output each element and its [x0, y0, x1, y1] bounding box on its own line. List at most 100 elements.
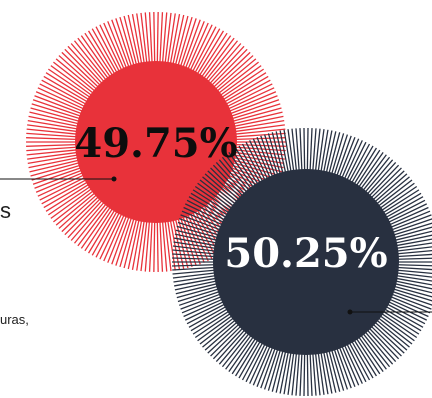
navy-burst-ray [325, 131, 337, 173]
navy-burst-ray [371, 326, 402, 357]
navy-burst-ray [291, 353, 298, 396]
red-burst-ray [127, 14, 140, 64]
navy-burst-ray [395, 283, 432, 294]
red-burst-ray [218, 61, 259, 94]
red-burst-ray [32, 99, 81, 117]
navy-burst-ray [314, 353, 321, 396]
navy-burst-ray [192, 310, 229, 335]
navy-burst-ray [333, 349, 349, 390]
red-burst-ray [32, 167, 81, 185]
navy-burst-ray [396, 238, 432, 247]
navy-burst-ray [395, 280, 432, 290]
red-burst-ray [41, 79, 86, 105]
navy-burst-ray [172, 257, 215, 260]
red-burst-ray [111, 19, 130, 67]
red-burst-ray [27, 124, 77, 133]
navy-burst-ray [306, 128, 309, 171]
navy-burst-ray [267, 350, 281, 391]
navy-burst-ray [328, 350, 341, 392]
red-burst-ray [235, 124, 285, 133]
navy-burst-ray [295, 353, 300, 396]
navy-burst-ray [231, 149, 256, 186]
red-burst-ray [29, 159, 79, 173]
navy-burst-ray [376, 176, 410, 205]
navy-burst-ray [178, 291, 220, 306]
navy-burst-ray [287, 129, 295, 171]
navy-burst-ray [353, 339, 377, 377]
navy-burst-ray [197, 182, 232, 209]
navy-burst-ray [360, 335, 387, 370]
navy-burst-ray [256, 137, 273, 177]
red-burst-ray [91, 211, 118, 256]
red-burst-ray [55, 192, 95, 226]
navy-burst-ray [333, 134, 349, 175]
red-burst-ray [119, 16, 135, 66]
navy-burst-ray [397, 272, 432, 278]
navy-burst-ray [241, 143, 263, 182]
red-burst-ray [167, 13, 176, 63]
navy-burst-ray [172, 245, 215, 252]
red-burst-ray [50, 188, 92, 219]
navy-burst-ray [362, 333, 391, 368]
navy-burst-ray [306, 353, 309, 396]
red-burst-ray [148, 12, 153, 63]
navy-burst-ray [212, 164, 243, 196]
navy-burst-ray [225, 335, 252, 370]
red-burst-ray [99, 24, 123, 71]
red-burst-ray [26, 146, 77, 152]
navy-burst-ray [235, 147, 259, 185]
navy-burst-ray [210, 326, 241, 357]
navy-burst-ray [356, 338, 381, 375]
navy-burst-ray [376, 319, 410, 348]
navy-burst-ray [172, 269, 215, 275]
navy-burst-ray [210, 167, 241, 198]
red-burst-ray [223, 72, 267, 100]
navy-burst-ray [394, 285, 432, 298]
navy-burst-ray [394, 226, 432, 239]
red-burst-ray [43, 75, 88, 103]
red-burst-ray [43, 181, 88, 209]
red-burst-ray [213, 51, 251, 88]
red-burst-ray [156, 221, 159, 272]
navy-burst-ray [241, 342, 263, 381]
navy-burst-ray [260, 135, 276, 176]
navy-burst-ray [215, 161, 245, 195]
navy-burst-ray [390, 296, 431, 314]
navy-burst-ray [309, 353, 313, 396]
red-burst-ray [144, 221, 151, 272]
red-burst-ray [185, 216, 205, 263]
navy-burst-ray [177, 221, 219, 236]
navy-burst-ray [231, 338, 256, 375]
red-burst-ray [140, 221, 148, 272]
navy-burst-ray [260, 348, 276, 389]
red-burst-ray [29, 111, 79, 125]
red-burst-ray [37, 87, 84, 110]
red-burst-ray [35, 91, 83, 112]
navy-burst-ray [358, 152, 384, 188]
navy-burst-ray [287, 353, 295, 395]
red-burst-ray [194, 28, 221, 73]
navy-burst-ray [384, 192, 422, 216]
red-burst-ray [53, 190, 94, 223]
navy-burst-ray [174, 237, 216, 247]
navy-burst-ray [309, 128, 313, 171]
navy-burst-ray [181, 296, 222, 314]
navy-burst-ray [184, 301, 224, 321]
red-burst-ray [164, 221, 172, 272]
navy-burst-ray [221, 156, 250, 191]
navy-burst-ray [374, 173, 408, 202]
red-burst-ray [172, 220, 185, 270]
navy-burst-ray [172, 253, 215, 258]
red-burst-ray [48, 68, 91, 98]
navy-burst-ray [392, 218, 432, 233]
red-burst-ray [58, 194, 97, 229]
navy-burst-ray [393, 288, 432, 302]
navy-burst-ray [387, 199, 426, 221]
navy-burst-ray [190, 192, 228, 216]
red-burst-ray [48, 186, 91, 216]
navy-burst-ray [364, 331, 394, 365]
navy-burst-ray [328, 132, 341, 174]
navy-burst-ray [397, 269, 432, 274]
navy-burst-ray [279, 130, 289, 172]
